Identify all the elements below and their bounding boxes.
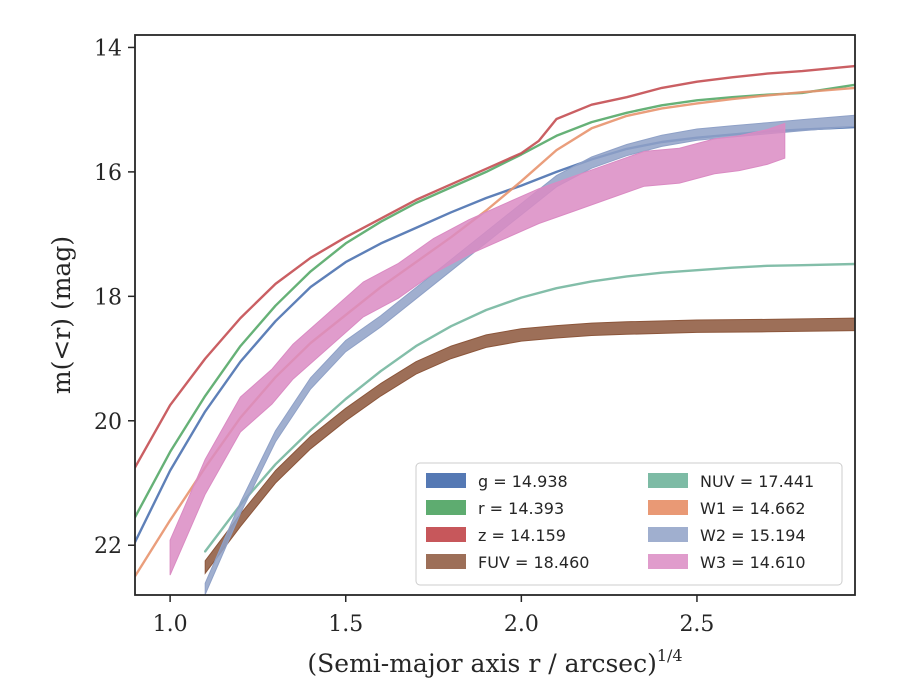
legend-label-z: z = 14.159: [478, 526, 566, 545]
series-w3: [169, 122, 786, 576]
legend-swatch-w3: [648, 554, 688, 569]
x-tick-label: 2.0: [504, 612, 539, 637]
legend-label-fuv: FUV = 18.460: [478, 553, 589, 572]
legend-swatch-fuv: [426, 554, 466, 569]
series-w2: [204, 114, 855, 595]
legend-swatch-nuv: [648, 473, 688, 488]
legend-label-g: g = 14.938: [478, 472, 568, 491]
series-fuv: [204, 317, 855, 575]
x-axis-label-superscript: 1/4: [657, 646, 683, 665]
legend-swatch-w2: [648, 527, 688, 542]
y-tick-label: 14: [94, 36, 122, 61]
y-tick-label: 18: [94, 285, 122, 310]
legend-box: [415, 462, 843, 586]
y-tick-label: 20: [94, 410, 122, 435]
legend-swatch-g: [426, 473, 466, 488]
y-axis-label: m(<r) (mag): [47, 236, 76, 394]
legend-swatch-r: [426, 500, 466, 515]
legend-label-nuv: NUV = 17.441: [700, 472, 814, 491]
series-nuv-line: [203, 262, 855, 553]
x-axis-label: (Semi-major axis r / arcsec)1/4: [307, 646, 682, 678]
axes-frame: [134, 34, 856, 596]
x-tick-label: 2.5: [679, 612, 714, 637]
plot-area: [135, 64, 855, 595]
series-w3-band: [169, 122, 786, 576]
series-r-line: [135, 83, 855, 519]
x-tick-label: 1.0: [153, 612, 188, 637]
legend-swatch-w1: [648, 500, 688, 515]
series-w2-band: [204, 114, 855, 595]
series-z-line: [135, 64, 855, 469]
x-axis-label-text: (Semi-major axis r / arcsec): [307, 649, 656, 678]
axes: 1.0 1.5 2.0 2.5 14 16 18 20 22: [94, 34, 856, 637]
series-nuv: [203, 262, 855, 553]
legend-swatch-z: [426, 527, 466, 542]
series-r: [135, 83, 855, 519]
y-tick-label: 22: [94, 534, 122, 559]
series-z: [135, 64, 855, 469]
legend-label-r: r = 14.393: [478, 499, 564, 518]
legend-label-w2: W2 = 15.194: [700, 526, 806, 545]
legend: g = 14.938 r = 14.393 z = 14.159 FUV = 18.4…: [415, 462, 843, 586]
legend-label-w1: W1 = 14.662: [700, 499, 806, 518]
y-tick-label: 16: [94, 161, 122, 186]
series-fuv-band: [204, 317, 855, 575]
legend-label-w3: W3 = 14.610: [700, 553, 806, 572]
x-tick-label: 1.5: [328, 612, 363, 637]
